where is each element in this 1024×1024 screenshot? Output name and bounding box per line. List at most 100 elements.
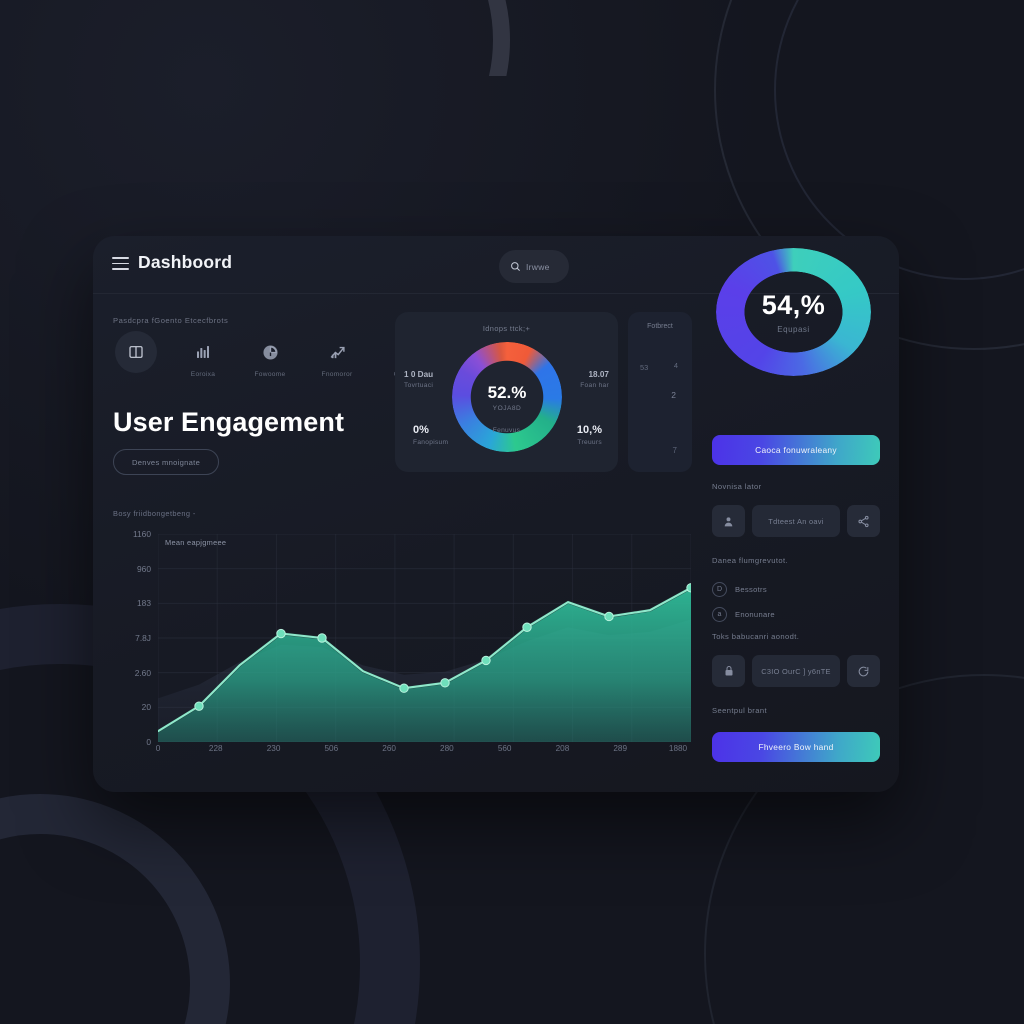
side-card-value: 7 <box>672 446 677 455</box>
background-arc-bottom-left-inner <box>0 794 230 1024</box>
y-axis-tick: 183 <box>137 598 151 609</box>
metrics-donut-center: 52.% YOJA8D <box>452 342 562 452</box>
y-axis-tick: 960 <box>137 563 151 574</box>
sidebar-item-trends[interactable]: Fnomoror <box>314 339 360 379</box>
metric-value: 18.07 <box>588 370 610 379</box>
progress-donut-ring <box>716 248 871 376</box>
x-axis-tick: 230 <box>266 744 281 753</box>
chart-data-point <box>277 629 285 637</box>
chart-data-point <box>482 656 490 664</box>
right-rail: 54,% Equpasi Caoca fonuwraleany Novnisa … <box>692 236 899 792</box>
icon-nav: Eoroixa Fowoome <box>113 331 427 379</box>
sidebar-item-dashboard[interactable] <box>113 331 159 379</box>
search-label: Irwwe <box>526 261 550 272</box>
chart-data-point <box>523 623 531 631</box>
rail-button-row-2: C3IO OurC ] y6nTE <box>712 655 880 687</box>
sidebar-item-reports[interactable]: Eoroixa <box>180 339 226 379</box>
search-icon <box>511 262 520 271</box>
sidebar-item-activity[interactable]: Fowoome <box>247 339 293 379</box>
dashboard-card: Dashboord Irwwe Pasdcpra fGoento Etcecfb… <box>93 236 899 792</box>
y-axis-tick: 1160 <box>132 529 151 539</box>
metric-value: 10,% <box>576 424 602 436</box>
metrics-card: Idnops ttck;+ 52.% YOJA8D 1 0 Dau Tovrtu… <box>395 312 618 472</box>
bar-chart-icon <box>190 339 216 365</box>
lock-icon-button[interactable] <box>712 655 745 687</box>
metrics-donut-chart <box>452 342 562 452</box>
clock-pie-icon <box>257 339 283 365</box>
chart-area-fill <box>158 587 691 742</box>
rail-chip-1[interactable]: D Bessotrs <box>712 582 767 597</box>
rail-wide-button-2[interactable]: C3IO OurC ] y6nTE <box>752 655 840 687</box>
search-button[interactable]: Irwwe <box>499 250 569 283</box>
x-axis-tick: 289 <box>613 744 628 753</box>
metric-label: Treuurs <box>577 439 602 446</box>
page-brand-title: Dashboord <box>138 252 233 272</box>
y-axis-tick: 2.60 <box>134 667 151 678</box>
metric-stat: Fenuvus <box>395 424 618 434</box>
top-bar: Dashboord Irwwe <box>93 236 899 294</box>
lock-icon <box>725 666 732 676</box>
metric-value: 0% <box>413 424 429 436</box>
rail-section-label-demo: Danea flumgrevutot. <box>712 556 788 565</box>
background-arc-top-left <box>294 0 510 76</box>
secondary-action-button[interactable]: Denves mnoignate <box>113 449 220 475</box>
x-axis-tick: 560 <box>497 744 512 753</box>
sidebar-item-label: Fowoome <box>254 371 286 378</box>
metrics-donut-label: YOJA8D <box>492 404 522 412</box>
secondary-cta-button[interactable]: Fhveero Bow hand <box>712 732 880 762</box>
sidebar-item-label: Eoroixa <box>190 371 216 378</box>
rail-chip-2[interactable]: a Enonunare <box>712 607 775 622</box>
chart-svg <box>156 533 693 743</box>
progress-donut-center: 54,% Equpasi <box>716 248 871 376</box>
progress-donut-value: 54,% <box>761 290 826 320</box>
metric-label: Fanopisum <box>413 439 449 446</box>
metric-stat: 0% Fanopisum <box>413 424 448 446</box>
section-eyebrow: Pasdcpra fGoento Etcecfbrots <box>113 316 229 325</box>
refresh-icon <box>858 666 869 676</box>
rail-section-label-nav: Novnisa lator <box>712 482 762 491</box>
side-card-value: 53 <box>640 363 649 372</box>
metric-stat: 18.07 Foan har <box>580 370 609 389</box>
metric-label: Fenuvus <box>492 427 521 434</box>
metrics-donut-value: 52.% <box>487 382 527 402</box>
x-axis-tick: 506 <box>324 744 339 753</box>
y-axis-tick: 0 <box>146 737 151 747</box>
x-axis-tick: 0 <box>155 744 161 753</box>
side-card-value: 2 <box>671 390 676 400</box>
x-axis-tick: 208 <box>555 744 570 753</box>
metric-stat: 10,% Treuurs <box>577 424 602 446</box>
y-axis-ticks: 1160 960 183 7.8J 2.60 20 0 <box>103 524 151 747</box>
y-axis-tick: 20 <box>141 702 151 713</box>
metric-value: 1 0 Dau <box>404 370 434 379</box>
x-axis-tick: 1880 <box>668 744 688 753</box>
rail-wide-button-1[interactable]: Tdteest An oavi <box>752 505 840 537</box>
primary-cta-button[interactable]: Caoca fonuwraleany <box>712 435 880 465</box>
trending-up-icon <box>324 339 350 365</box>
side-card-title: Fotbrect <box>647 323 673 330</box>
hamburger-icon[interactable] <box>112 257 129 270</box>
refresh-icon-button[interactable] <box>847 655 880 687</box>
progress-donut-label: Equpasi <box>777 325 810 334</box>
y-axis-tick: 7.8J <box>135 633 151 643</box>
chart-plot-area <box>156 533 693 743</box>
share-nodes-icon-button[interactable] <box>847 505 880 537</box>
chart-data-point <box>441 679 449 687</box>
chart-data-point <box>195 702 203 710</box>
x-axis-tick: 260 <box>382 744 396 753</box>
x-axis-tick: 228 <box>208 744 223 753</box>
chart-line <box>156 586 693 733</box>
chart-data-point <box>687 584 691 592</box>
engagement-area-chart: Mean eapjgmeee 1160 960 183 7.8J 2.60 20 0 0 22… <box>103 524 703 782</box>
progress-donut: 54,% Equpasi <box>716 248 871 376</box>
circle-d-icon: D <box>712 582 727 597</box>
user-avatar-icon-button[interactable] <box>712 505 745 537</box>
rail-chip-label: Enonunare <box>735 610 775 619</box>
metrics-card-title: Idnops ttck;+ <box>482 324 531 333</box>
page-title: User Engagement <box>113 407 345 437</box>
side-card-value: 4 <box>673 361 678 370</box>
circle-a-icon: a <box>712 607 727 622</box>
topbar-divider <box>93 293 899 294</box>
user-avatar-icon <box>724 516 733 526</box>
layout-dashboard-icon <box>115 331 157 373</box>
